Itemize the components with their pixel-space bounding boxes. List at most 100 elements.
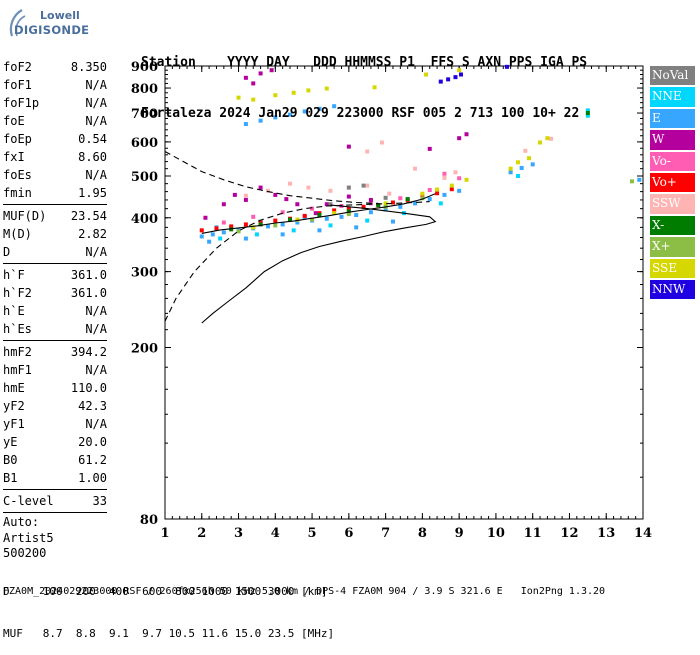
param-row: yE 20.0: [3, 433, 107, 451]
data-point: [210, 232, 215, 237]
data-point: [258, 185, 263, 190]
param-value: N/A: [85, 96, 107, 110]
data-point: [346, 209, 351, 214]
param-label: D: [3, 245, 11, 259]
divider: [3, 512, 107, 513]
data-point: [295, 217, 300, 222]
data-point: [538, 140, 543, 145]
data-point: [515, 160, 520, 165]
data-point: [324, 86, 329, 91]
data-point: [295, 202, 300, 207]
data-point: [346, 194, 351, 199]
param-row: fmin 1.95: [3, 184, 107, 202]
data-point: [427, 146, 432, 151]
data-point: [530, 162, 535, 167]
muf-row: MUF 8.7 8.8 9.1 9.7 10.5 11.6 15.0 23.5 …: [3, 627, 335, 640]
logo-brand-top: Lowell: [40, 9, 80, 22]
data-point: [365, 183, 370, 188]
data-point: [280, 232, 285, 237]
param-value: 361.0: [70, 286, 107, 300]
data-point: [236, 229, 241, 234]
data-point: [280, 222, 285, 227]
data-point: [427, 197, 432, 202]
data-point: [313, 211, 318, 216]
data-point: [435, 187, 440, 192]
param-label: hmF1: [3, 363, 32, 377]
param-row: yF2 42.3: [3, 397, 107, 415]
data-point: [324, 216, 329, 221]
x-tick-label: 13: [597, 526, 615, 541]
x-tick-label: 3: [234, 526, 243, 541]
data-point: [398, 204, 403, 209]
profile-line-2: [164, 201, 430, 322]
data-point: [328, 188, 333, 193]
param-row: h`E N/A: [3, 302, 107, 320]
data-point: [306, 88, 311, 93]
x-tick-label: 10: [487, 526, 505, 541]
y-tick-label: 300: [131, 266, 158, 281]
data-point: [265, 224, 270, 229]
param-row: B1 1.00: [3, 469, 107, 487]
data-point: [302, 213, 307, 218]
param-label: foE: [3, 114, 25, 128]
data-point: [527, 156, 532, 161]
data-point: [346, 206, 351, 211]
data-point: [368, 197, 373, 202]
data-point: [288, 217, 293, 222]
data-point: [288, 112, 293, 117]
data-point: [585, 108, 590, 113]
data-point: [214, 226, 219, 231]
profile-line-3: [164, 151, 379, 204]
param-label: yF1: [3, 417, 25, 431]
data-point: [457, 188, 462, 193]
param-row: M(D) 2.82: [3, 225, 107, 243]
legend-item-voplus: Vo+: [650, 172, 695, 193]
data-point: [332, 104, 337, 109]
data-point: [457, 68, 462, 73]
data-point: [523, 148, 528, 153]
data-point: [221, 220, 226, 225]
data-point: [508, 170, 513, 175]
param-row: hmF1 N/A: [3, 361, 107, 379]
data-point: [383, 201, 388, 206]
data-point: [435, 191, 440, 196]
param-value: 110.0: [70, 381, 107, 395]
param-value: 8.350: [70, 60, 107, 74]
data-point: [229, 227, 234, 232]
data-point: [438, 201, 443, 206]
data-point: [413, 201, 418, 206]
x-tick-label: 11: [524, 526, 542, 541]
data-point: [453, 170, 458, 175]
data-point: [317, 106, 322, 111]
data-point: [379, 140, 384, 145]
data-point: [365, 218, 370, 223]
chart-marks: [199, 64, 642, 244]
legend-item-ssw: SSW: [650, 194, 695, 214]
data-point: [346, 212, 351, 217]
auto-line: Artist5: [3, 530, 54, 545]
param-label: yF2: [3, 399, 25, 413]
param-label: h`Es: [3, 322, 32, 336]
legend-item-noval: NoVal: [650, 66, 695, 86]
data-point: [442, 192, 447, 197]
chart-axes: 1 2 3 4 5 6 7 8 9 10 11 12 13 14802003004005006007008…: [131, 60, 652, 541]
data-point: [383, 195, 388, 200]
data-point: [420, 196, 425, 201]
param-row: C-level 33: [3, 492, 107, 510]
digisonde-logo-mark: [9, 9, 26, 37]
data-point: [585, 113, 590, 118]
param-label: B1: [3, 471, 18, 485]
param-label: fmin: [3, 186, 32, 200]
divider: [3, 204, 107, 205]
divider: [3, 340, 107, 341]
data-point: [251, 81, 256, 86]
param-group-confidence: C-level 33: [3, 492, 107, 510]
param-value: N/A: [85, 363, 107, 377]
data-point: [446, 77, 451, 82]
data-point: [449, 187, 454, 192]
data-point: [420, 191, 425, 196]
data-point: [258, 222, 263, 227]
data-point: [457, 176, 462, 181]
data-point: [306, 185, 311, 190]
station-header: Station YYYY DAY DDD HHMMSS P1 FFS S AXN…: [141, 20, 587, 139]
